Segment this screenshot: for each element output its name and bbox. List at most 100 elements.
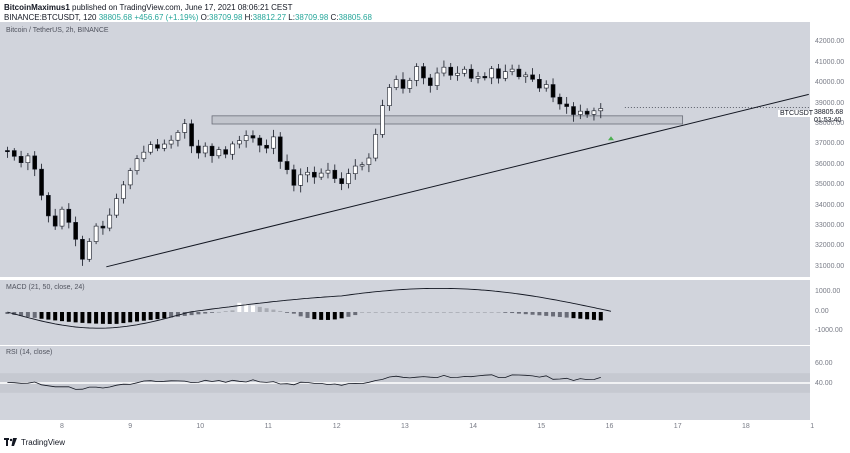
macd-histogram-bar [435,312,440,313]
down-candle [557,96,563,105]
low-label: L: [288,13,295,22]
down-candle [73,222,78,240]
macd-histogram-bar [319,312,324,320]
up-candle [578,110,583,115]
macd-histogram-bar [353,312,358,316]
down-candle [18,156,24,163]
macd-histogram-bar [578,312,583,319]
up-candle [93,225,99,242]
macd-histogram-bar [482,312,487,313]
macd-histogram-bar [537,312,542,316]
macd-histogram-bar [394,312,399,313]
macd-tick-label: -1000.00 [815,327,843,334]
down-candle [448,66,454,76]
up-candle [271,136,276,149]
macd-histogram-bar [189,312,194,316]
macd-histogram-bar [285,312,290,313]
down-candle [250,135,256,139]
down-candle [496,68,501,79]
macd-histogram-bar [387,312,392,313]
macd-histogram-bar [373,312,378,313]
up-candle [86,241,92,260]
macd-histogram-bar [46,312,51,320]
down-candle [80,239,85,260]
macd-histogram-bar [128,312,133,323]
up-candle [298,174,304,186]
up-candle [216,149,222,157]
time-tick-label: 13 [401,423,409,430]
up-candle [441,66,447,74]
low-value: 38709.98 [294,13,329,22]
down-candle [264,144,269,149]
macd-histogram-bar [169,312,174,318]
price-axis[interactable] [810,22,850,420]
up-candle [591,110,597,115]
macd-histogram-bar [94,312,99,324]
macd-histogram-bar [360,312,365,313]
price-tick-label: 42000.00 [815,38,845,46]
price-tick-label: 35000.00 [815,181,845,189]
macd-histogram-bar [237,302,242,312]
price-pane[interactable] [0,22,810,277]
macd-histogram-bar [339,312,344,319]
down-candle [550,84,556,98]
price-tick-label: 33000.00 [815,222,845,229]
down-candle [468,68,474,79]
macd-histogram-bar [571,312,576,319]
macd-histogram-bar [196,312,201,315]
macd-histogram-bar [489,312,494,313]
price-tick-label: 37000.00 [815,140,845,148]
close-label: C: [330,13,339,22]
support-zone [211,115,684,125]
up-candle [141,151,147,160]
macd-histogram-bar [441,312,446,313]
up-candle [168,139,174,145]
up-candle [393,79,399,88]
price-tick-label: 31000.00 [815,262,845,270]
down-candle [571,106,576,115]
time-tick-label: 9 [128,423,133,430]
down-candle [291,169,297,186]
price-tick-label: 38000.00 [815,120,845,127]
macd-histogram-bar [346,312,351,317]
up-candle [325,169,331,174]
open-value: 38709.98 [209,13,243,22]
down-candle [155,144,160,149]
macd-histogram-bar [80,312,85,323]
high-value: 38812.27 [252,13,287,22]
down-candle [223,149,228,155]
macd-histogram-bar [366,312,371,313]
author-name[interactable]: BitcoinMaximus1 [4,3,70,12]
current-price-tag: 38805.68 [814,109,844,116]
down-candle [482,76,488,79]
macd-histogram-bar [216,311,221,313]
macd-line [7,287,612,329]
candle-countdown: 01:53:40 [814,117,842,124]
macd-histogram-bar [175,312,180,317]
macd-histogram-bar [264,308,269,312]
up-candle [202,145,208,154]
macd-histogram-bar [223,311,228,312]
macd-histogram-bar [510,312,515,314]
macd-histogram-bar [591,312,596,320]
macd-pane-title: MACD (21, 50, close, 24) [6,284,85,291]
macd-histogram-bar [557,312,562,318]
ohlc-line: BINANCE:BTCUSDT, 120 38805.68 +456.67 (+… [4,13,372,22]
tradingview-logo[interactable]: TradingView [4,438,65,447]
up-candle [352,165,358,174]
up-candle [243,135,249,141]
time-axis[interactable] [0,420,850,434]
up-candle [509,68,515,72]
macd-histogram-bar [19,312,24,316]
time-tick-label: 14 [469,423,477,430]
up-candle [475,76,481,79]
up-candle [489,68,494,79]
time-tick-label: 8 [60,423,64,430]
macd-histogram-bar [325,312,330,320]
down-candle [339,178,344,184]
down-candle [421,66,426,79]
time-tick-label: 18 [742,423,750,430]
time-tick-label: 10 [196,423,205,430]
price-change: +456.67 (+1.19%) [134,13,199,22]
